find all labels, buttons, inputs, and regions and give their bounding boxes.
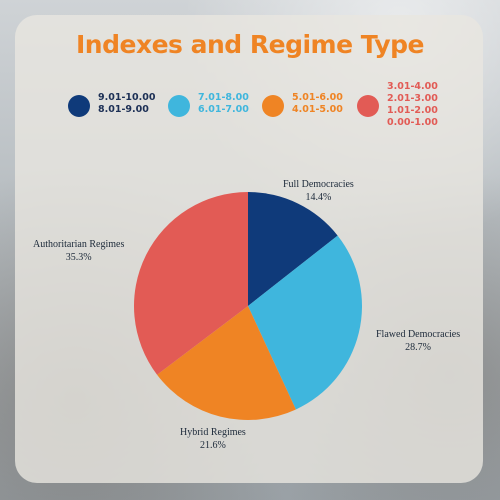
legend-ranges: 7.01-8.00 6.01-7.00: [198, 92, 249, 116]
label-hybrid-regimes: Hybrid Regimes 21.6%: [180, 426, 246, 452]
pie-slice-hybrid-regimes: [157, 306, 296, 420]
legend-ranges: 9.01-10.00 8.01-9.00: [98, 92, 155, 116]
dark-blue-dot-icon: [68, 95, 90, 117]
pie-slice-authoritarian-regimes: [134, 192, 248, 375]
legend-ranges: 5.01-6.00 4.01-5.00: [292, 92, 343, 116]
slice-value: 28.7%: [405, 342, 431, 353]
label-authoritarian-regimes: Authoritarian Regimes 35.3%: [33, 238, 124, 264]
legend-range: 5.01-6.00: [292, 92, 343, 103]
label-flawed-democracies: Flawed Democracies 28.7%: [376, 328, 460, 354]
legend-range: 3.01-4.00: [387, 81, 438, 92]
legend-range: 4.01-5.00: [292, 104, 343, 115]
slice-value: 21.6%: [199, 440, 226, 451]
legend-range: 7.01-8.00: [198, 92, 249, 103]
pie-slice-full-democracies: [248, 192, 338, 306]
legend-range: 8.01-9.00: [98, 104, 149, 115]
slice-value: 14.4%: [305, 192, 332, 203]
chart-title: Indexes and Regime Type: [76, 30, 425, 59]
legend-ranges: 3.01-4.00 2.01-3.00 1.01-2.00 0.00-1.00: [387, 81, 438, 129]
slice-name: Flawed Democracies: [376, 329, 461, 340]
light-blue-dot-icon: [168, 95, 190, 117]
pie-slice-flawed-democracies: [248, 235, 362, 410]
slice-value: 35.3%: [65, 252, 92, 263]
slice-name: Full Democracies: [283, 179, 354, 190]
legend-range: 1.01-2.00: [387, 105, 438, 116]
label-full-democracies: Full Democracies 14.4%: [283, 178, 354, 204]
red-dot-icon: [357, 95, 379, 117]
legend-range: 9.01-10.00: [98, 92, 156, 103]
legend-range: 6.01-7.00: [198, 104, 249, 115]
legend-range: 0.00-1.00: [387, 117, 438, 128]
orange-dot-icon: [262, 95, 284, 117]
slice-name: Authoritarian Regimes: [33, 239, 125, 250]
slice-name: Hybrid Regimes: [180, 427, 246, 438]
legend-range: 2.01-3.00: [387, 93, 438, 104]
